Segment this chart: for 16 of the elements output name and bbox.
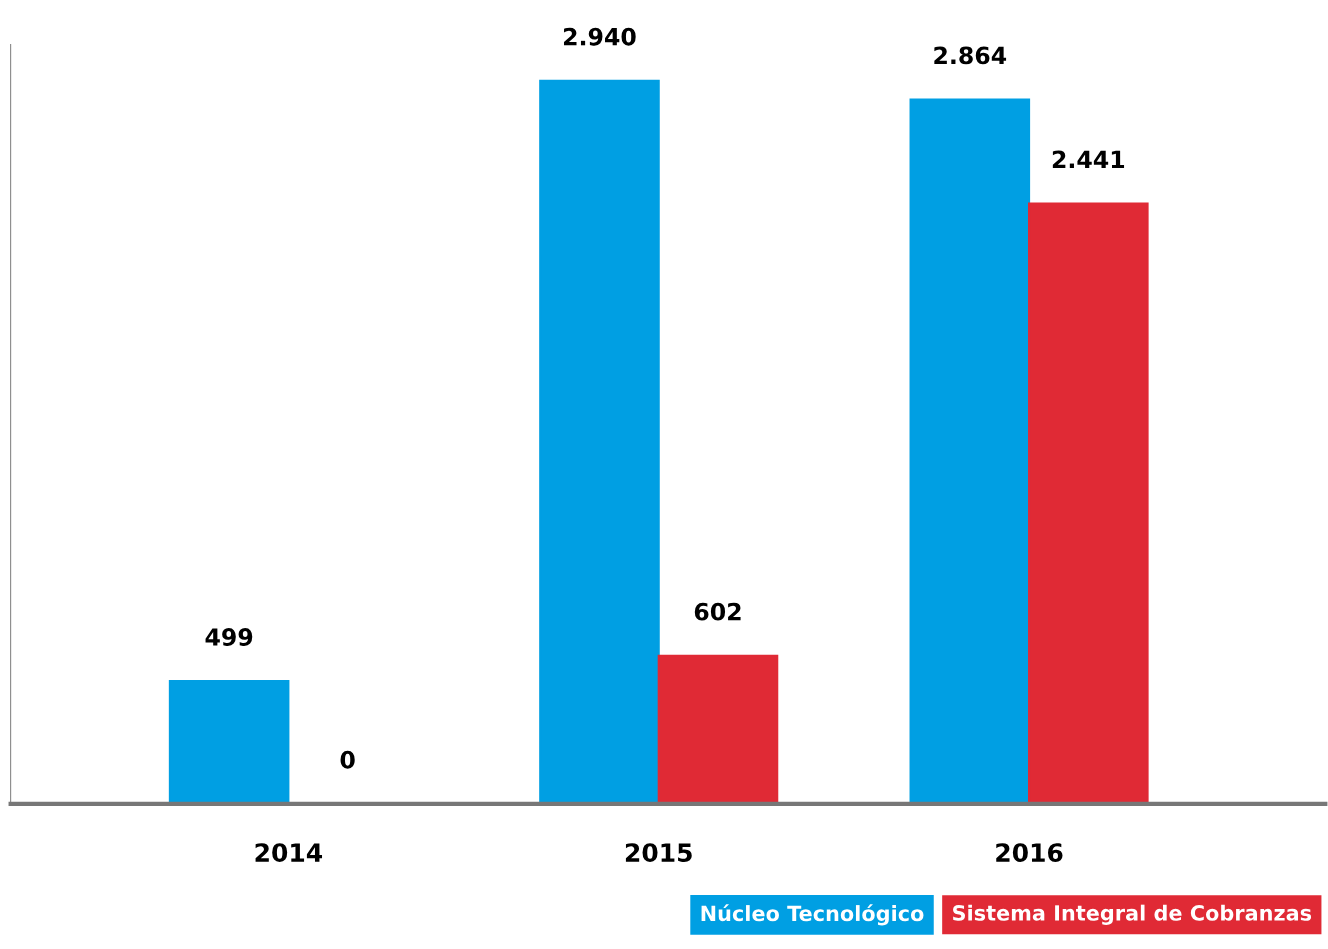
text: Núcleo Tecnológico [701,904,924,926]
data-label: 0 [340,750,355,769]
data-label: 2.940 [564,27,636,46]
x-tick-label: 2016 [996,843,1063,863]
bar [1028,202,1149,804]
x-tick-label: 2015 [625,843,692,863]
data-label: 2.441 [1052,150,1125,169]
bar [909,98,1031,804]
bar [168,680,290,804]
bar [539,79,660,804]
text: Sistema Integral de Cobranzas [953,904,1312,925]
data-label: 499 [205,628,253,646]
data-label: 602 [694,602,741,621]
x-tick-label: 2014 [255,843,323,863]
bar [657,654,779,804]
data-label: 2.864 [934,46,1007,65]
